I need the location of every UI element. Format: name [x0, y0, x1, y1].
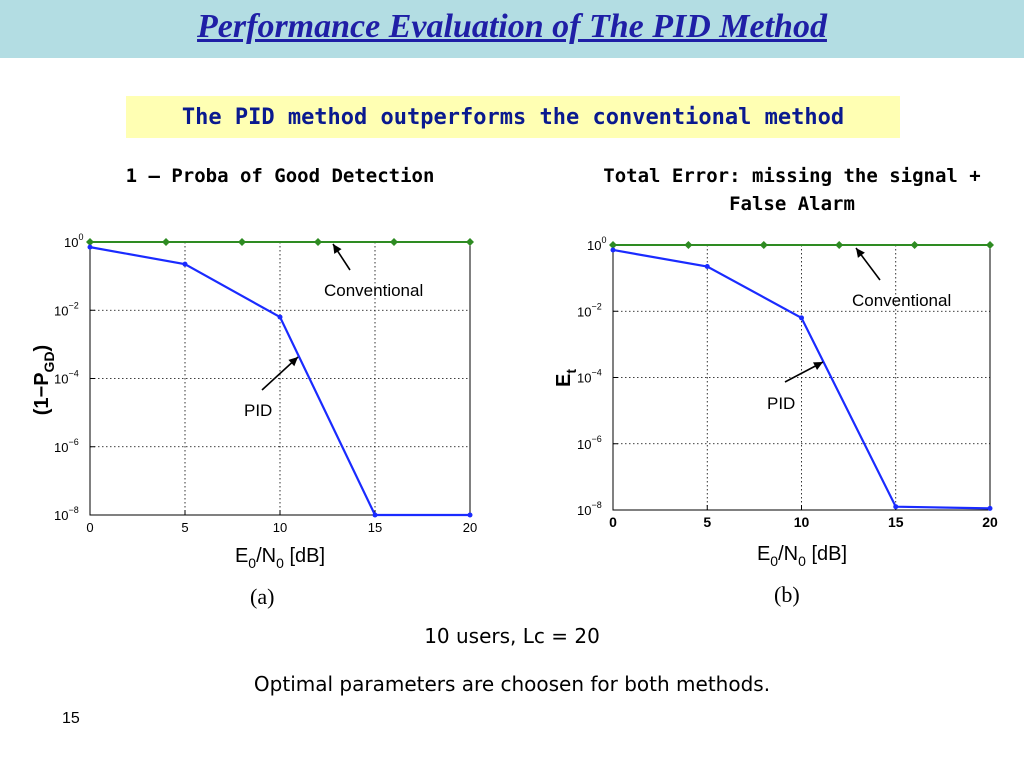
conventional-point	[759, 241, 768, 249]
y-tick-label: 10−8	[54, 505, 79, 523]
x-tick-label: 0	[86, 520, 93, 535]
pid-point	[799, 315, 804, 321]
slide-title: Performance Evaluation of The PID Method	[197, 8, 827, 45]
chart-b: 0 5 10 15 20 100 10−2 10−4 10−6 10−8 Conventional P…	[553, 235, 998, 569]
x-tick-label: 20	[463, 520, 477, 535]
chart-b-title: Total Error: missing the signal + False …	[603, 165, 981, 215]
x-tick-label: 10	[794, 514, 810, 530]
x-tick-label: 15	[888, 514, 904, 530]
y-tick-label: 10−4	[54, 369, 79, 387]
pid-arrow-head	[288, 357, 298, 367]
conventional-point	[835, 241, 844, 249]
conventional-arrow-head	[856, 248, 865, 258]
conventional-point	[390, 238, 398, 246]
y-axis-label: (1−PGD)	[31, 345, 57, 415]
pid-point	[372, 512, 378, 518]
conventional-point	[314, 238, 322, 246]
conventional-point	[238, 238, 246, 246]
y-tick-label: 10−2	[54, 300, 79, 318]
pid-point	[467, 512, 473, 518]
conventional-annotation: Conventional	[324, 281, 423, 300]
y-tick-label: 10−6	[54, 437, 79, 455]
x-tick-label: 15	[368, 520, 382, 535]
highlight-banner: The PID method outperforms the conventio…	[126, 96, 900, 138]
x-axis-label: E0/N0 [dB]	[235, 545, 325, 571]
y-tick-label: 100	[587, 235, 606, 253]
pid-point	[893, 504, 899, 510]
pid-point	[87, 244, 93, 250]
x-tick-label: 5	[703, 514, 711, 530]
conventional-point	[609, 241, 617, 249]
pid-point	[987, 505, 993, 511]
y-axis-label: Et	[553, 369, 579, 387]
pid-annotation: PID	[244, 401, 272, 420]
y-tick-label: 100	[64, 232, 83, 250]
pid-arrow-head	[813, 362, 823, 371]
chart-b-figure-label: (b)	[774, 582, 800, 607]
x-tick-label: 20	[982, 514, 998, 530]
chart-a: 0 5 10 15 20 100 10−2 10−4 10−6 10−8 Conventional P…	[31, 232, 477, 571]
conventional-point	[684, 241, 693, 249]
y-tick-label: 10−4	[577, 368, 602, 386]
pid-point	[610, 247, 616, 253]
conventional-point	[986, 241, 994, 249]
conventional-point	[910, 241, 919, 249]
conventional-arrow-head	[333, 244, 342, 254]
conventional-point	[86, 238, 94, 246]
pid-annotation: PID	[767, 394, 795, 413]
pid-point	[704, 264, 710, 270]
page-number: 15	[62, 710, 80, 727]
footer-parameters-line: Optimal parameters are choosen for both …	[253, 672, 771, 696]
conventional-point	[466, 238, 474, 246]
y-tick-label: 10−8	[577, 500, 602, 518]
y-tick-label: 10−6	[577, 434, 602, 452]
x-tick-label: 0	[609, 514, 617, 530]
pid-point	[277, 314, 283, 320]
footer-users-line: 10 users, Lc = 20	[424, 624, 600, 648]
title-bar	[0, 0, 1024, 58]
x-axis-label: E0/N0 [dB]	[757, 543, 847, 569]
y-tick-label: 10−2	[577, 301, 602, 319]
conventional-annotation: Conventional	[852, 291, 951, 310]
x-tick-label: 10	[273, 520, 287, 535]
chart-a-title: 1 – Proba of Good Detection	[125, 165, 435, 187]
x-tick-label: 5	[181, 520, 188, 535]
chart-a-figure-label: (a)	[250, 584, 275, 609]
conventional-point	[162, 238, 170, 246]
pid-point	[182, 261, 188, 267]
